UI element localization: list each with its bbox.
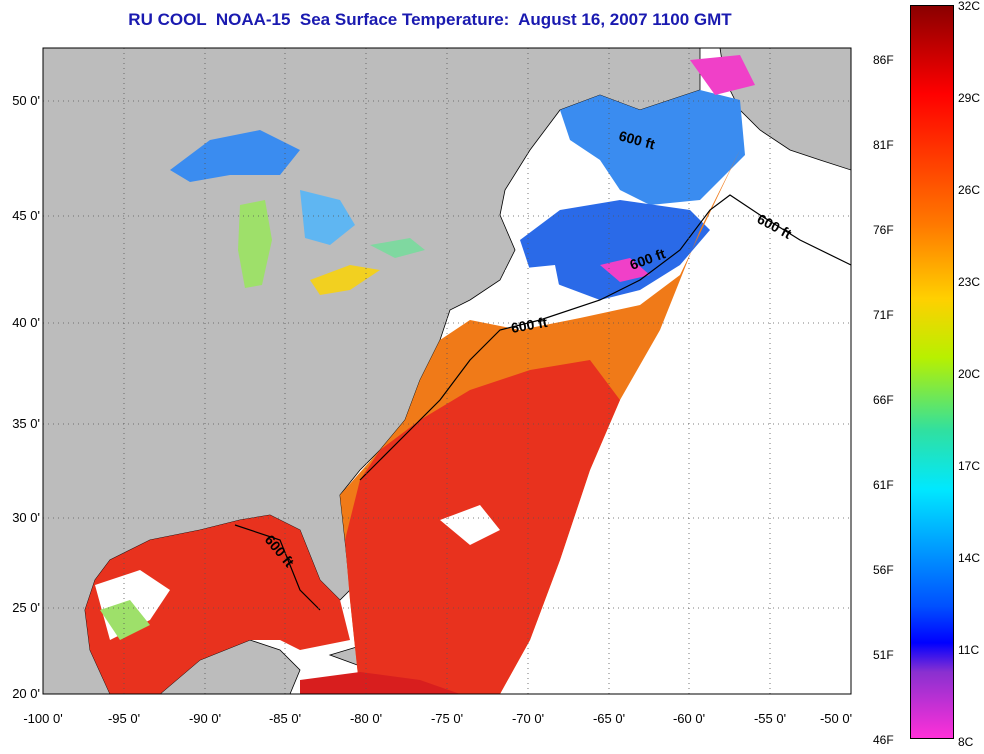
plot-frame [42,47,852,695]
lat-label: 20 0' [12,686,40,701]
colorbar-label-f: 46F [873,733,894,747]
map-title: RU COOL NOAA-15 Sea Surface Temperature:… [128,10,732,29]
lake-ontario [370,238,425,258]
lon-label: -55 0' [754,711,786,726]
lon-axis: -100 0' -95 0' -90 0' -85 0' -80 0' -75 … [23,711,852,726]
lon-label: -85 0' [269,711,301,726]
contour-label: 600 ft [510,314,549,336]
sst-gulf-green [100,600,150,640]
colorbar-label-c: 11C [958,643,980,657]
colorbar-label-c: 32C [958,0,981,13]
cloud-patch [505,265,560,300]
cloud-patch [440,505,500,545]
colorbar-label-c: 29C [958,91,981,105]
lon-label: -90 0' [189,711,221,726]
lat-label: 25 0' [12,600,40,615]
lat-label: 35 0' [12,416,40,431]
colorbar-label-f: 61F [873,478,894,492]
lon-label: -80 0' [350,711,382,726]
lon-label: -75 0' [431,711,463,726]
colorbar-label-c: 17C [958,459,981,473]
colorbar [910,5,954,739]
colorbar-label-f: 56F [873,563,894,577]
lake-erie [310,265,380,295]
colorbar-label-c: 23C [958,275,981,289]
lat-axis: 50 0' 45 0' 40 0' 35 0' 30 0' 25 0' 20 0… [12,93,40,701]
colorbar-label-c: 14C [958,551,981,565]
lat-label: 50 0' [12,93,40,108]
sst-gulf-of-mexico [85,515,350,694]
lon-label: -100 0' [23,711,62,726]
sst-pink-patch-2 [690,55,755,95]
lon-label: -95 0' [108,711,140,726]
lake-michigan [238,200,272,288]
sst-gulf-of-maine [520,200,710,300]
lake-huron [300,190,355,245]
lon-label: -65 0' [593,711,625,726]
colorbar-label-c: 20C [958,367,981,381]
lake-superior [170,130,300,182]
lat-label: 40 0' [12,315,40,330]
sst-gulf-st-lawrence [560,90,745,205]
colorbar-label-f: 66F [873,393,894,407]
lat-label: 45 0' [12,208,40,223]
lon-label: -50 0' [820,711,852,726]
contour-600ft [234,194,851,611]
colorbar-label-f: 71F [873,308,894,322]
lon-label: -70 0' [512,711,544,726]
lat-label: 30 0' [12,510,40,525]
lon-label: -60 0' [673,711,705,726]
colorbar-label-f: 51F [873,648,894,662]
colorbar-label-f: 76F [873,223,894,237]
colorbar-label-f: 81F [873,138,894,152]
sst-pink-patch [600,258,650,282]
colorbar-label-f: 86F [873,53,894,67]
colorbar-label-c: 26C [958,183,981,197]
colorbar-label-c: 8C [958,735,974,749]
sst-caribbean [300,672,460,694]
